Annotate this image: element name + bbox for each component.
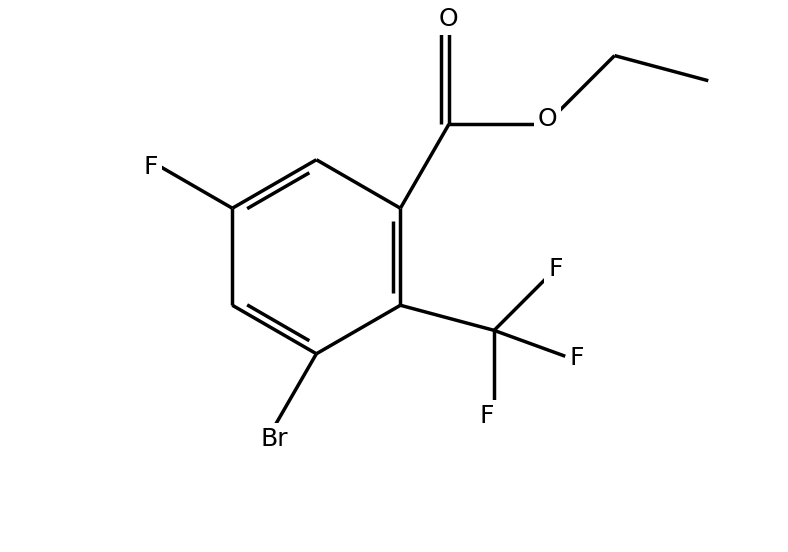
Text: Br: Br — [261, 427, 288, 451]
Text: F: F — [479, 404, 493, 428]
Text: O: O — [439, 7, 459, 31]
Text: F: F — [570, 346, 584, 370]
Text: F: F — [144, 155, 158, 179]
Text: O: O — [538, 107, 558, 131]
Text: F: F — [548, 257, 563, 281]
